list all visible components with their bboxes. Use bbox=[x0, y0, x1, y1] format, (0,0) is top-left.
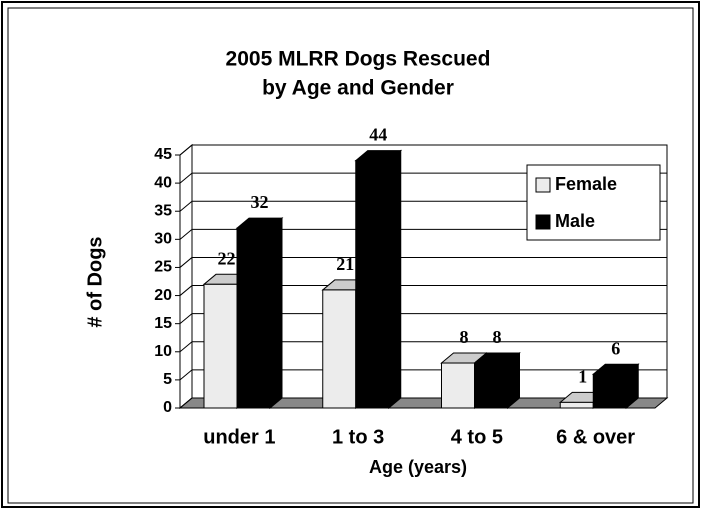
bar bbox=[592, 373, 627, 409]
chart-title: 2005 MLRR Dogs Rescued bbox=[226, 48, 491, 71]
legend-swatch bbox=[535, 177, 551, 193]
grid-line bbox=[179, 369, 193, 381]
data-label: 1 bbox=[578, 367, 587, 387]
x-tick-label: 4 to 5 bbox=[451, 426, 503, 448]
legend-label: Female bbox=[555, 174, 617, 194]
inner-frame bbox=[7, 7, 694, 504]
chart-title: by Age and Gender bbox=[262, 77, 454, 100]
y-tick-label: 5 bbox=[163, 371, 172, 388]
grid-line bbox=[179, 200, 193, 212]
y-tick-label: 10 bbox=[154, 343, 172, 360]
grid-line bbox=[179, 285, 193, 296]
grid-line bbox=[179, 257, 193, 268]
bar bbox=[441, 362, 475, 409]
x-tick-label: 6 & over bbox=[556, 426, 635, 448]
x-tick-label: under 1 bbox=[203, 426, 275, 448]
bar bbox=[236, 227, 271, 409]
bar-side bbox=[269, 217, 283, 410]
bar-side bbox=[388, 149, 402, 410]
grid-line bbox=[179, 341, 193, 353]
bar bbox=[322, 289, 357, 409]
legend-label: Male bbox=[555, 211, 595, 231]
y-tick-label: 25 bbox=[154, 259, 172, 276]
bar bbox=[355, 160, 390, 409]
data-label: 8 bbox=[493, 327, 502, 347]
grid-line bbox=[179, 313, 193, 325]
y-tick-label: 20 bbox=[154, 287, 172, 304]
y-axis-label: # of Dogs bbox=[84, 236, 106, 327]
x-tick-label: 1 to 3 bbox=[332, 426, 384, 448]
data-label: 8 bbox=[460, 327, 469, 347]
bar bbox=[203, 283, 238, 409]
grid-line bbox=[179, 172, 193, 184]
x-axis-label: Age (years) bbox=[369, 457, 467, 477]
y-tick-label: 35 bbox=[154, 202, 172, 219]
y-tick-label: 0 bbox=[163, 399, 172, 416]
y-tick-label: 15 bbox=[154, 315, 172, 332]
data-label: 44 bbox=[369, 125, 387, 145]
y-tick-label: 45 bbox=[154, 146, 172, 163]
grid-line bbox=[179, 228, 193, 240]
y-tick-label: 30 bbox=[154, 231, 172, 248]
bar bbox=[559, 401, 594, 409]
data-label: 22 bbox=[218, 248, 236, 268]
y-tick-label: 40 bbox=[154, 174, 172, 191]
grid-line bbox=[179, 397, 193, 409]
grid-line bbox=[179, 144, 193, 156]
bar bbox=[474, 362, 508, 409]
data-label: 21 bbox=[336, 254, 354, 274]
legend-swatch bbox=[535, 214, 551, 230]
data-label: 32 bbox=[251, 192, 269, 212]
data-label: 6 bbox=[611, 338, 620, 358]
side-wall bbox=[179, 143, 193, 410]
